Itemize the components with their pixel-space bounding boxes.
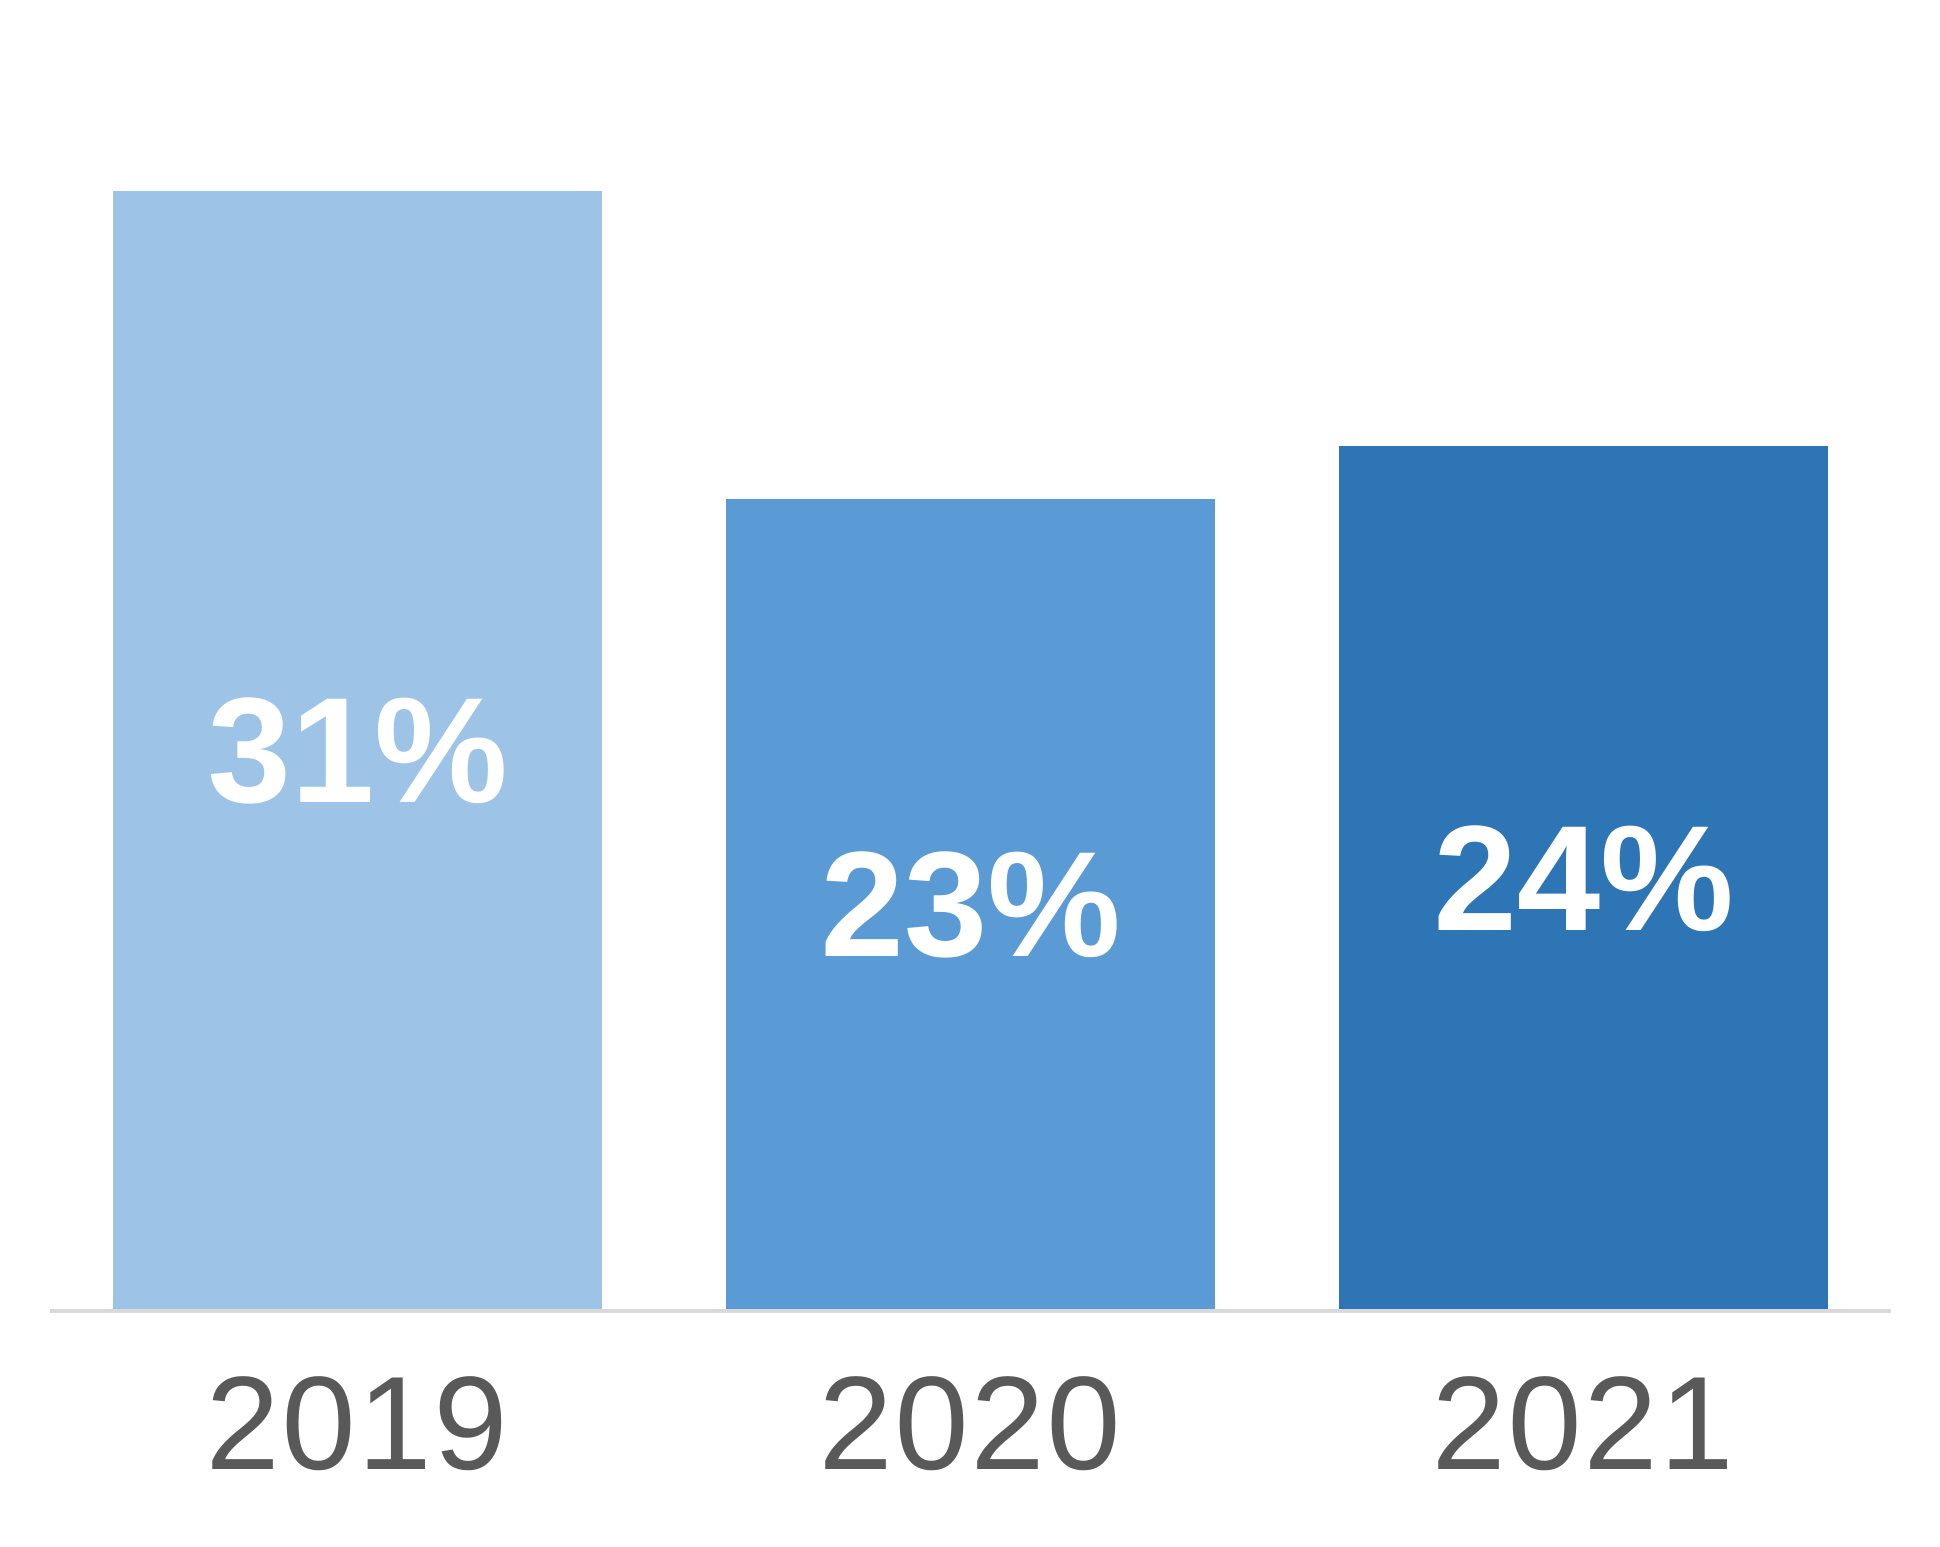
x-axis-baseline	[50, 1309, 1891, 1313]
bar-2019: 31%	[113, 191, 602, 1309]
bar-2020-value-label: 23%	[820, 820, 1121, 988]
bar-2021: 24%	[1339, 446, 1828, 1309]
x-tick-label-2021: 2021	[1431, 1350, 1736, 1498]
bar-2020: 23%	[726, 499, 1215, 1309]
bar-2021-value-label: 24%	[1433, 793, 1734, 962]
x-tick-label-2020: 2020	[818, 1350, 1123, 1498]
bar-2019-value-label: 31%	[207, 666, 508, 834]
x-tick-label-2019: 2019	[205, 1350, 510, 1498]
bars-area: 31% 23% 24%	[0, 191, 1940, 1309]
x-axis-tick-labels: 2019 2020 2021	[0, 1358, 1940, 1491]
